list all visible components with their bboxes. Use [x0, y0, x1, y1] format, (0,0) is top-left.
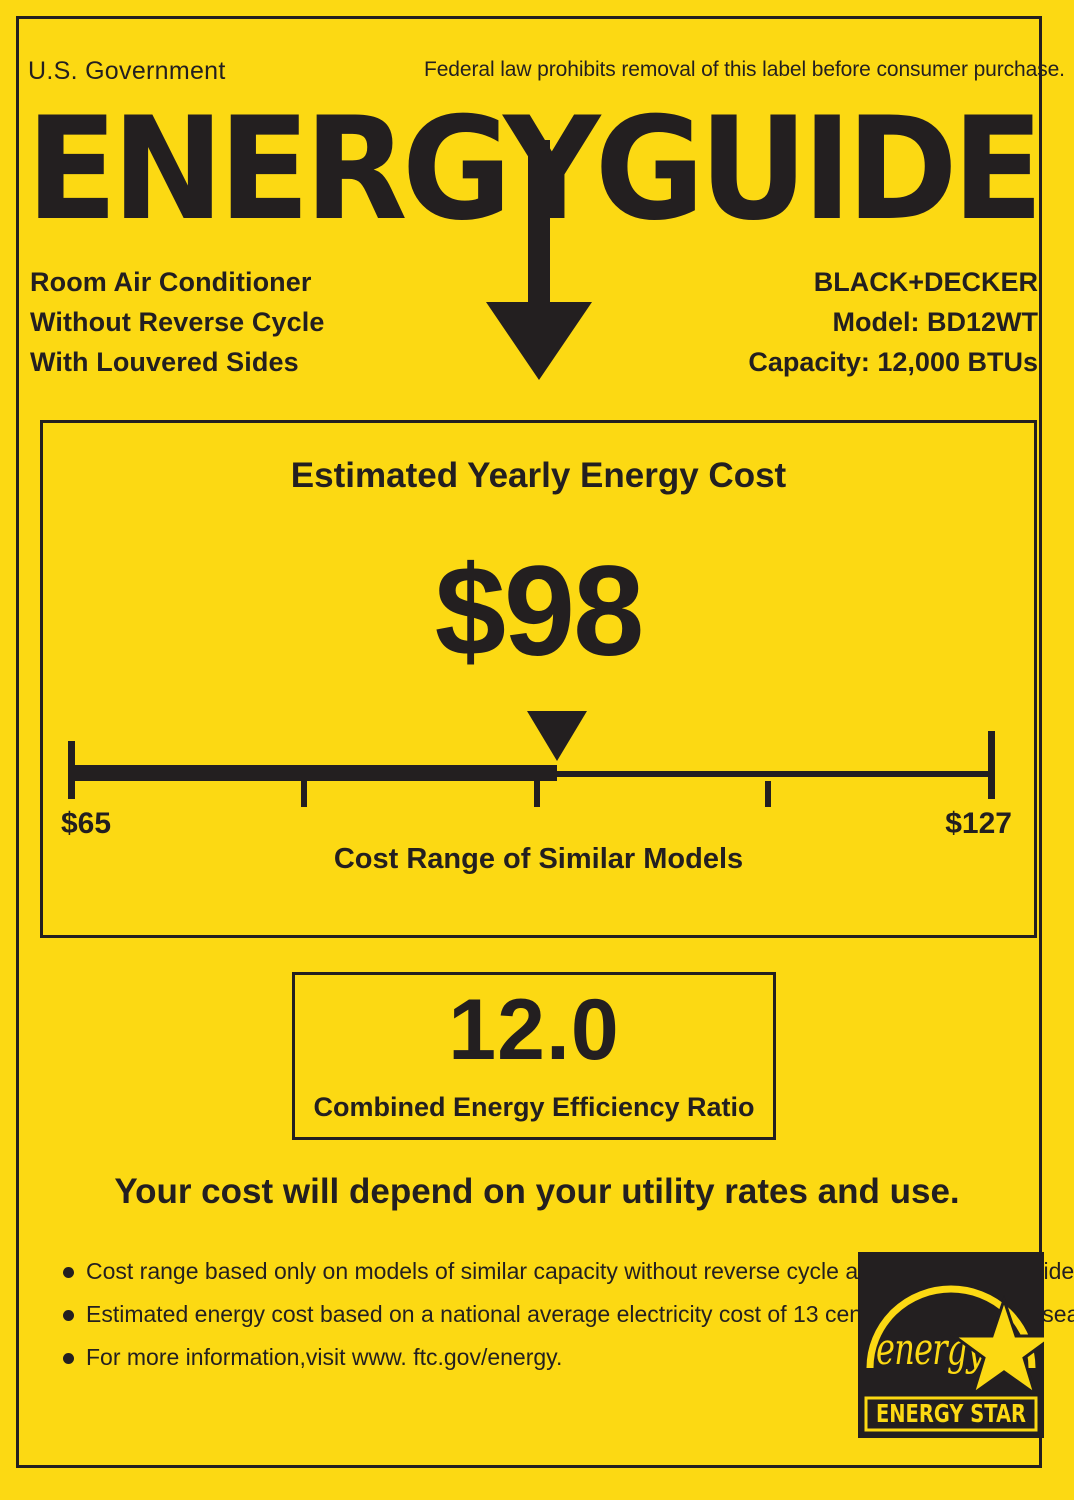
agency-name: U.S. Government: [28, 57, 226, 85]
cost-range-max-label: $127: [945, 807, 1012, 840]
cost-range-scale: [43, 423, 1040, 941]
cost-range-min-label: $65: [61, 807, 112, 840]
product-description: Room Air Conditioner Without Reverse Cyc…: [30, 262, 324, 382]
product-type-line-3: With Louvered Sides: [30, 347, 299, 377]
range-tick: [534, 781, 540, 807]
energy-star-logo: energy ENERGY STAR: [858, 1252, 1044, 1438]
footnote-item: Cost range based only on models of simil…: [60, 1256, 1074, 1287]
capacity: Capacity: 12,000 BTUs: [748, 347, 1038, 377]
estimated-cost-heading: Estimated Yearly Energy Cost: [290, 456, 787, 495]
ceer-box: 12.0 Combined Energy Efficiency Ratio: [292, 972, 776, 1140]
ceer-value: 12.0: [448, 982, 620, 1078]
range-end-cap-max: [988, 731, 995, 799]
estimated-cost-amount: $98: [434, 540, 645, 683]
range-end-cap-min: [68, 741, 75, 799]
brand-model-block: BLACK+DECKER Model: BD12WT Capacity: 12,…: [748, 262, 1038, 382]
estimated-cost-box: Estimated Yearly Energy Cost $98 $65 $1: [40, 420, 1037, 938]
footnote-item: For more information,visit www. ftc.gov/…: [60, 1342, 850, 1373]
cost-range-caption: Cost Range of Similar Models: [333, 843, 744, 875]
range-tick: [765, 781, 771, 807]
svg-text:ENERGY STAR: ENERGY STAR: [876, 1399, 1026, 1428]
product-type-line-1: Room Air Conditioner: [30, 267, 312, 297]
product-type-line-2: Without Reverse Cycle: [30, 307, 325, 337]
range-bar-filled: [68, 765, 557, 781]
down-arrow-icon: [480, 140, 598, 380]
svg-text:energy: energy: [876, 1324, 986, 1375]
range-bar-remainder: [557, 771, 995, 777]
footnote-item: Estimated energy cost based on a nationa…: [60, 1299, 1074, 1330]
cost-disclaimer-tagline: Your cost will depend on your utility ra…: [114, 1172, 960, 1211]
ceer-label: Combined Energy Efficiency Ratio: [313, 1092, 755, 1122]
footnotes-list: Cost range based only on models of simil…: [60, 1256, 1074, 1385]
range-tick: [301, 781, 307, 807]
cost-marker-triangle: [527, 711, 587, 761]
model-number: Model: BD12WT: [832, 307, 1039, 337]
legal-notice: Federal law prohibits removal of this la…: [424, 58, 1065, 81]
brand-name: BLACK+DECKER: [813, 267, 1038, 297]
